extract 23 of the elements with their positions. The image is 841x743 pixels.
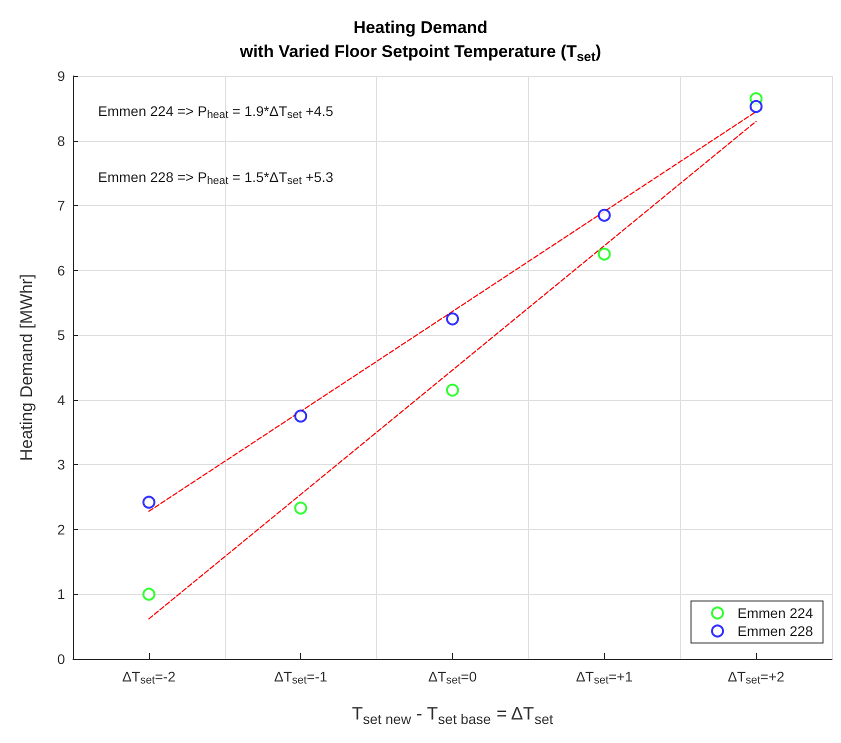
point <box>294 502 308 515</box>
point <box>750 100 763 113</box>
y-tick-label: 8 <box>57 132 66 149</box>
y-tick-label: 0 <box>57 651 66 667</box>
y-tick-label: 3 <box>57 456 66 473</box>
point <box>142 588 156 601</box>
legend-label: Emmen 224 <box>738 605 814 621</box>
point <box>142 496 156 509</box>
y-tick-label: 6 <box>57 262 66 278</box>
chart-title: Heating Demand <box>353 18 488 37</box>
point <box>294 410 308 423</box>
legend-label: Emmen 228 <box>738 623 814 639</box>
y-tick-label: 5 <box>57 327 66 344</box>
point <box>446 312 459 326</box>
y-tick-label: 1 <box>57 586 66 602</box>
y-axis-title: Heating Demand [MWhr] <box>17 274 36 462</box>
point <box>598 248 611 261</box>
point <box>598 208 611 222</box>
y-tick-label: 4 <box>57 392 66 408</box>
y-tick-label: 9 <box>57 68 66 84</box>
y-tick-label: 7 <box>57 198 66 214</box>
y-tick-label: 2 <box>57 521 66 538</box>
point <box>446 384 459 397</box>
